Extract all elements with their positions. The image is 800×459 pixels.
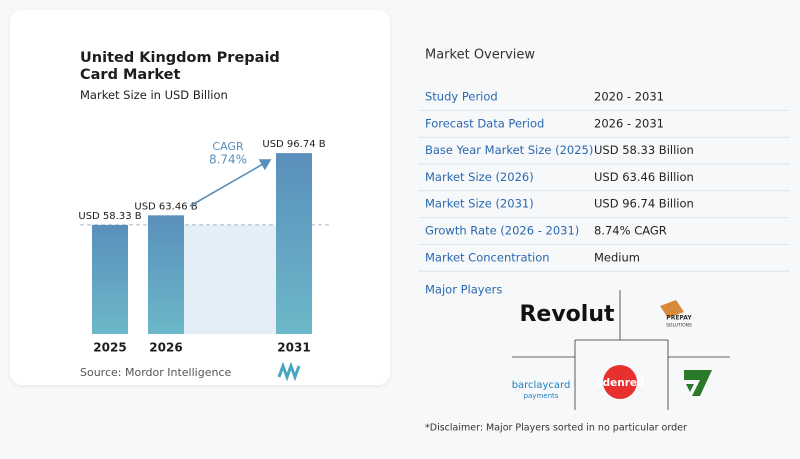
row-label: Market Size (2026) [425,170,534,184]
source: Source: Mordor Intelligence [80,366,231,379]
row-value: 2020 - 2031 [594,90,664,104]
cagr-value: 8.74% [209,153,247,167]
chart: USD 58.33 B 2025 USD 63.46 B 2026 USD 96.74 … [78,139,330,355]
chart-title: United Kingdom Prepaid Card Market [80,50,280,83]
row-label: Base Year Market Size (2025) [425,143,593,157]
chart-subtitle: Market Size in USD Billion [80,88,228,102]
row-value: 8.74% CAGR [594,224,667,238]
source-logo [277,361,301,382]
row-label: Forecast Data Period [425,116,544,130]
x-tick-label: 2026 [149,341,182,355]
cagr-label: CAGR [212,140,244,153]
disclaimer: *Disclaimer: Major Players sorted in no … [425,423,687,434]
overview-title: Market Overview [425,48,535,63]
player-logo: PREPAY [666,315,692,322]
row-label: Growth Rate (2026 - 2031) [425,224,579,238]
player-grid [512,290,730,410]
row-label: Study Period [425,90,498,104]
bar [92,224,128,334]
player-logo: Revolut [519,302,615,327]
row-value: USD 58.33 Billion [594,143,694,157]
player-logo [660,300,684,318]
overview-table: Study Period 2020 - 2031 Forecast Data Per… [418,90,790,272]
value-label: USD 96.74 B [262,139,325,150]
row-value: USD 63.46 Billion [594,170,694,184]
row-value: Medium [594,250,640,264]
shaded-area [184,224,276,334]
x-tick-label: 2025 [93,341,126,355]
bar [276,153,312,334]
player-logo: SOLUTIONS [666,323,692,329]
player-logo: payments [524,392,559,400]
row-value: 2026 - 2031 [594,116,664,130]
row-label: Market Concentration [425,250,550,264]
player-logo: Edenred [595,377,644,389]
cagr-arrow [189,159,272,207]
value-label: USD 58.33 B [78,211,141,222]
value-label: USD 63.46 B [134,201,197,212]
player-logo [684,370,712,396]
row-value: USD 96.74 Billion [594,197,694,211]
row-label: Market Size (2031) [425,197,534,211]
player-logo: barclaycard [512,380,571,391]
players-title: Major Players [425,283,502,297]
player-logo [603,365,637,399]
bar [148,215,184,334]
x-tick-label: 2031 [277,341,310,355]
